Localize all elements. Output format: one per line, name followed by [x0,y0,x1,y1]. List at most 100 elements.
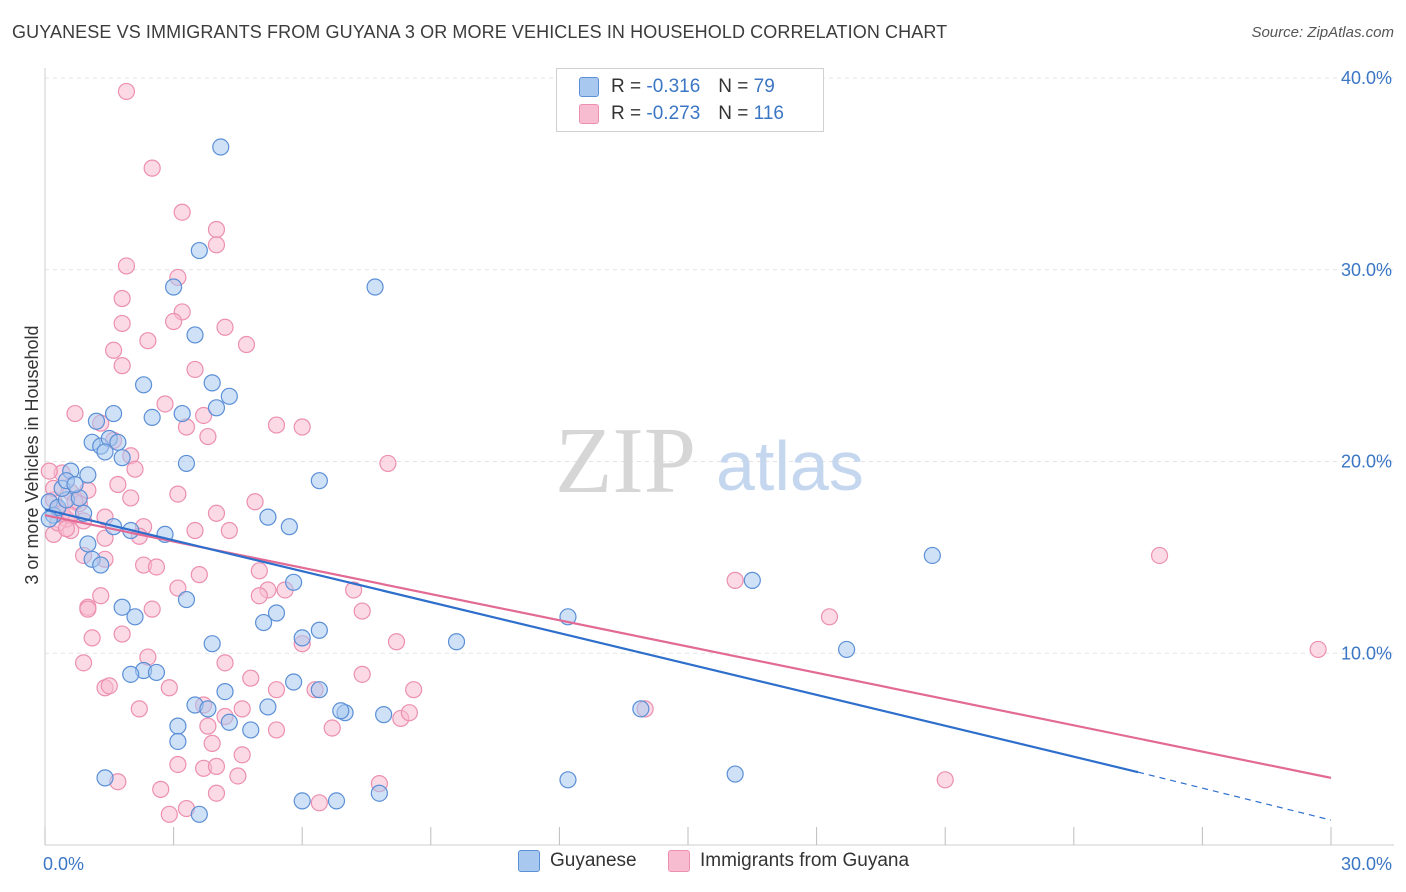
correlation-legend: R = -0.316 N = 79 R = -0.273 N = 116 [556,68,824,132]
legend-swatch-immigrants [668,850,690,872]
legend-r-label: R = [611,103,642,124]
guyanese-point [259,698,277,716]
immigrants-point [216,318,234,336]
immigrants-point [113,357,131,375]
axes [44,68,1394,846]
guyanese-point [838,640,856,659]
immigrants-point [220,521,238,540]
immigrants-point [267,416,286,434]
immigrants-point [126,460,144,478]
immigrants-point [152,780,170,798]
guyanese-point [370,784,388,802]
immigrants-point [74,654,93,672]
legend-label-guyanese: Guyanese [550,850,637,871]
guyanese-point [559,771,577,789]
immigrants-point [57,520,76,538]
guyanese-point [285,573,303,591]
x-tick-label: 30.0% [1341,854,1392,874]
guyanese-point [216,682,234,701]
legend-n-value-2: 116 [753,103,784,124]
guyanese-point [255,613,273,632]
x-tick-label: 0.0% [43,854,84,874]
immigrants-point [66,404,84,423]
immigrants-point [113,625,131,643]
y-axis-label: 3 or more Vehicles in Household [22,325,42,584]
guyanese-point [66,475,84,494]
guyanese-point [310,681,328,699]
guyanese-point [293,792,311,810]
guyanese-point [259,508,277,526]
guyanese-point [212,138,230,156]
legend-n-value-1: 79 [753,76,775,97]
legend-label-immigrants: Immigrants from Guyana [700,850,910,871]
legend-n-label: N = [718,76,749,97]
guyanese-point [122,665,140,683]
immigrants-point [400,704,418,722]
immigrants-point [207,220,226,239]
guyanese-point [126,608,144,626]
immigrants-point [233,746,251,764]
legend-r-value-1: -0.316 [646,76,701,97]
legend-row-guyanese: R = -0.316 N = 79 [579,73,775,101]
immigrants-point [345,581,363,599]
immigrants-point [216,654,234,672]
watermark-zip: ZIP [555,409,696,513]
immigrants-point [267,681,286,699]
chart-title: GUYANESE VS IMMIGRANTS FROM GUYANA 3 OR … [12,22,948,42]
guyanese-point [207,399,226,417]
immigrants-point [104,341,123,359]
legend-swatch-guyanese [518,850,540,872]
immigrants-point [267,721,286,739]
immigrants-point [353,665,371,683]
immigrants-point [160,805,178,823]
legend-swatch-blue [579,77,599,97]
immigrants-point [1309,640,1327,659]
guyanese-point [285,673,303,691]
guyanese-point [186,326,204,344]
guyanese-point [169,732,187,751]
immigrants-point [186,360,204,379]
immigrants-point [96,529,114,547]
grid-lines [45,77,1394,654]
legend-item-guyanese[interactable]: Guyanese [518,850,637,872]
immigrants-point [40,462,58,480]
guyanese-point [199,700,217,718]
guyanese-point [726,765,744,783]
guyanese-point [96,443,114,461]
guyanese-point [87,412,106,430]
guyanese-point [743,571,761,589]
guyanese-point [177,590,196,609]
immigrants-point [92,587,110,605]
guyanese-point [143,408,161,426]
legend-item-immigrants[interactable]: Immigrants from Guyana [668,850,909,872]
immigrants-point [113,289,131,308]
guyanese-point [220,387,238,405]
immigrants-point [242,669,260,687]
immigrants-point [820,608,839,626]
immigrants-point [250,587,268,605]
legend-swatch-pink [579,104,599,124]
immigrants-point [130,700,148,718]
immigrants-point [190,566,208,584]
immigrants-point [186,521,204,540]
immigrants-point [156,395,174,413]
trend-line-immigrants [44,514,1332,779]
series-guyanese-points [40,138,941,823]
guyanese-point [220,713,238,731]
immigrants-point [79,600,97,618]
immigrants-point [387,633,406,651]
guyanese-point [79,535,97,553]
guyanese-point [134,376,153,394]
tick-labels: 10.0% 20.0% 30.0% 40.0% 0.0% 30.0% [43,68,1392,874]
guyanese-point [293,629,311,647]
immigrants-point [117,257,136,275]
guyanese-point [92,556,110,574]
immigrants-point [726,571,744,589]
guyanese-point [96,769,114,787]
y-tick-label: 20.0% [1341,452,1392,472]
watermark-atlas: atlas [716,427,864,505]
guyanese-point [447,633,466,651]
immigrants-point [143,159,161,177]
immigrants-point [246,493,264,511]
